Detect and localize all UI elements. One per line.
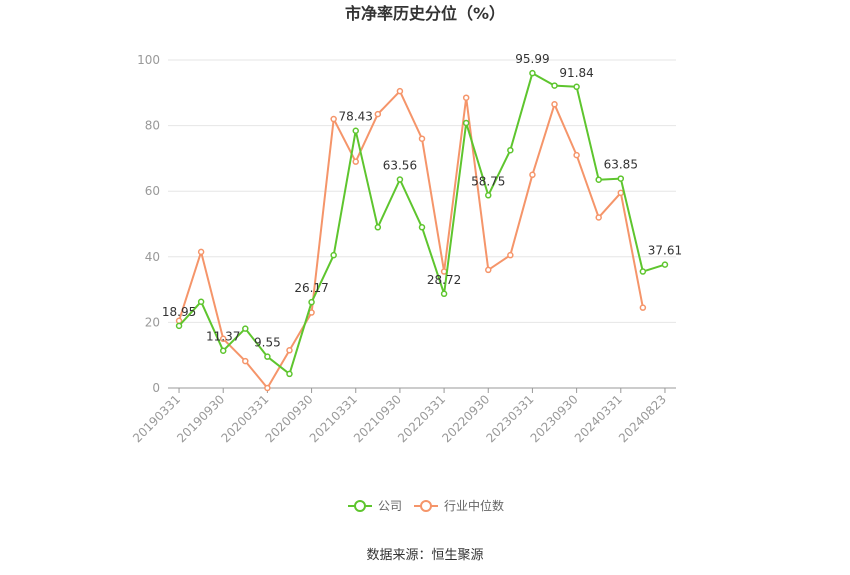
y-tick-label: 0 xyxy=(152,381,160,395)
legend-label-industry-median: 行业中位数 xyxy=(444,498,504,513)
legend-item-company[interactable]: 公司 xyxy=(348,499,402,513)
point-industry-median xyxy=(639,304,647,311)
point-industry-median xyxy=(264,384,271,392)
point-company xyxy=(661,261,669,268)
data-label: 58.75 xyxy=(471,174,505,188)
point-company xyxy=(617,175,625,182)
point-company xyxy=(551,82,558,89)
chart-title: 市净率历史分位（%） xyxy=(345,4,505,23)
point-company xyxy=(330,251,337,259)
point-industry-median xyxy=(330,115,337,123)
point-company xyxy=(308,298,315,306)
point-company xyxy=(639,268,647,275)
point-industry-median xyxy=(352,158,359,165)
data-label: 63.56 xyxy=(383,159,417,173)
data-label: 91.84 xyxy=(559,66,593,80)
data-label: 11.37 xyxy=(206,330,240,344)
data-label: 18.95 xyxy=(162,305,196,319)
data-label: 28.72 xyxy=(427,273,461,287)
data-label: 78.43 xyxy=(339,110,373,124)
data-label: 9.55 xyxy=(254,336,281,350)
y-axis: 0 20 40 60 80 100 xyxy=(137,53,160,395)
legend[interactable]: 公司 行业中位数 xyxy=(348,498,504,513)
point-industry-median xyxy=(286,347,293,354)
series-line-industry-median xyxy=(178,90,644,389)
data-label: 37.61 xyxy=(648,244,682,258)
point-company xyxy=(242,325,249,332)
point-industry-median xyxy=(595,214,602,221)
point-company xyxy=(264,353,271,360)
point-company xyxy=(175,322,183,330)
y-tick-label: 100 xyxy=(137,53,160,67)
data-source: 数据来源：恒生聚源 xyxy=(366,548,483,563)
legend-label-company: 公司 xyxy=(378,499,402,513)
point-industry-median xyxy=(374,110,382,118)
point-company xyxy=(573,83,580,91)
point-company xyxy=(462,119,470,127)
point-industry-median xyxy=(529,171,536,179)
point-industry-median xyxy=(573,151,580,159)
point-company xyxy=(197,298,205,305)
x-axis: 2019033120190930202003312020093020210331… xyxy=(130,387,676,445)
series-line-company xyxy=(178,72,666,375)
point-company xyxy=(529,69,536,77)
point-industry-median xyxy=(418,135,426,142)
y-tick-label: 20 xyxy=(145,315,160,329)
point-industry-median xyxy=(485,266,492,274)
point-company xyxy=(286,370,293,378)
data-labels: 18.95 11.37 9.55 26.17 78.43 63.56 28.72 58.75 9… xyxy=(162,52,682,350)
point-industry-median xyxy=(507,251,514,259)
point-company xyxy=(507,146,514,154)
point-industry-median xyxy=(396,87,404,95)
point-company xyxy=(485,192,492,199)
series-layer xyxy=(175,69,669,392)
point-industry-median xyxy=(462,94,470,101)
point-company xyxy=(418,224,426,231)
point-industry-median xyxy=(551,101,558,108)
x-tick-label: 20240823 xyxy=(616,392,669,445)
point-company xyxy=(374,224,382,231)
point-company xyxy=(440,290,448,298)
grid-lines xyxy=(168,59,676,323)
point-industry-median xyxy=(219,335,227,343)
point-company xyxy=(352,127,359,134)
point-company xyxy=(595,176,602,183)
point-company xyxy=(396,176,404,183)
data-label: 26.17 xyxy=(294,281,328,295)
y-tick-label: 40 xyxy=(145,250,160,264)
data-label: 63.85 xyxy=(604,158,638,172)
legend-item-industry-median[interactable]: 行业中位数 xyxy=(414,498,504,513)
point-company xyxy=(219,347,227,354)
data-label: 95.99 xyxy=(515,52,549,66)
point-industry-median xyxy=(197,248,205,256)
point-industry-median xyxy=(617,189,625,197)
y-tick-label: 80 xyxy=(145,119,160,133)
point-industry-median xyxy=(242,357,249,365)
y-tick-label: 60 xyxy=(145,184,160,198)
